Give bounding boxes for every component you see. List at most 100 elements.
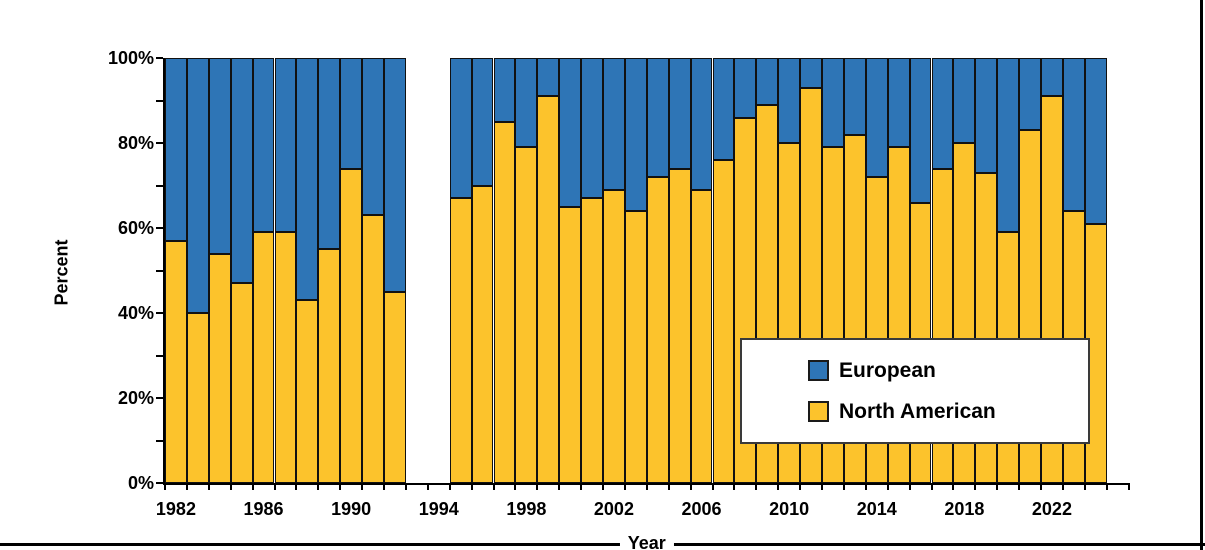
x-tick bbox=[864, 483, 867, 490]
bar-1987 bbox=[274, 58, 297, 483]
bar-2007 bbox=[712, 58, 735, 483]
y-tick bbox=[156, 439, 163, 442]
bar-segment-european bbox=[975, 58, 998, 173]
bar-2004 bbox=[646, 58, 669, 483]
bar-segment-north-american bbox=[165, 240, 187, 483]
bar-segment-european bbox=[756, 58, 779, 105]
bar-segment-european bbox=[712, 58, 735, 160]
y-tick-label: 40% bbox=[117, 303, 154, 323]
bar-segment-north-american bbox=[515, 147, 538, 483]
y-tick bbox=[156, 142, 163, 144]
x-tick bbox=[404, 483, 407, 490]
x-tick-label: 1982 bbox=[155, 499, 196, 519]
north-american-swatch-icon bbox=[808, 401, 829, 422]
bar-segment-european bbox=[800, 58, 822, 88]
x-tick bbox=[295, 483, 298, 490]
x-tick bbox=[974, 483, 977, 490]
x-tick bbox=[361, 483, 364, 490]
bar-segment-north-american bbox=[318, 249, 341, 483]
bar-segment-north-american bbox=[493, 121, 516, 483]
x-tick bbox=[623, 483, 626, 490]
bar-1998 bbox=[515, 58, 538, 483]
bar-segment-european bbox=[471, 58, 494, 186]
x-tick-label: 2006 bbox=[681, 499, 722, 519]
legend-label-european: European bbox=[839, 358, 936, 382]
bar-segment-european bbox=[1019, 58, 1041, 131]
y-tick bbox=[156, 99, 163, 102]
bar-segment-european bbox=[493, 58, 516, 122]
bar-segment-north-american bbox=[449, 198, 472, 483]
bar-1982 bbox=[165, 58, 187, 483]
bar-segment-european bbox=[953, 58, 976, 143]
bar-segment-european bbox=[1084, 58, 1107, 224]
x-tick bbox=[492, 483, 495, 490]
bar-1988 bbox=[296, 58, 319, 483]
x-tick bbox=[185, 483, 188, 490]
bar-segment-north-american bbox=[274, 232, 297, 483]
bar-segment-north-american bbox=[384, 291, 406, 483]
bar-segment-north-american bbox=[362, 215, 384, 483]
bar-segment-european bbox=[296, 58, 319, 301]
x-tick bbox=[842, 483, 845, 490]
figure-bottom-border bbox=[0, 543, 1205, 546]
x-tick bbox=[1018, 483, 1021, 490]
bar-segment-european bbox=[997, 58, 1020, 233]
x-tick bbox=[799, 483, 802, 490]
x-tick-label: 2022 bbox=[1031, 499, 1072, 519]
european-swatch-icon bbox=[808, 360, 829, 381]
x-tick bbox=[317, 483, 320, 490]
x-tick bbox=[536, 483, 539, 490]
bar-segment-north-american bbox=[581, 198, 603, 483]
x-tick bbox=[164, 483, 166, 490]
bar-2006 bbox=[690, 58, 713, 483]
x-tick bbox=[1061, 483, 1064, 490]
bar-1992 bbox=[384, 58, 406, 483]
bar-segment-european bbox=[909, 58, 932, 203]
y-tick bbox=[156, 269, 163, 272]
bar-segment-north-american bbox=[603, 189, 625, 483]
x-tick bbox=[1083, 483, 1086, 490]
x-tick bbox=[689, 483, 692, 490]
figure-right-border bbox=[1200, 0, 1203, 550]
y-tick bbox=[156, 312, 163, 314]
x-tick bbox=[470, 483, 473, 490]
bar-1983 bbox=[186, 58, 209, 483]
bar-segment-north-american bbox=[624, 211, 647, 483]
bar-segment-north-american bbox=[537, 96, 560, 483]
legend-label-north-american: North American bbox=[839, 399, 996, 423]
bar-segment-european bbox=[208, 58, 231, 254]
bar-2024 bbox=[1084, 58, 1107, 483]
bar-segment-european bbox=[186, 58, 209, 313]
bar-segment-european bbox=[537, 58, 560, 97]
bar-segment-european bbox=[384, 58, 406, 292]
x-tick bbox=[383, 483, 385, 490]
bar-segment-north-american bbox=[252, 232, 275, 483]
bar-1985 bbox=[230, 58, 253, 483]
bar-segment-european bbox=[865, 58, 888, 177]
x-tick-label: 2014 bbox=[856, 499, 897, 519]
x-tick bbox=[1127, 483, 1130, 490]
bar-segment-european bbox=[340, 58, 363, 169]
bar-segment-european bbox=[822, 58, 844, 148]
x-tick-label: 1994 bbox=[418, 499, 459, 519]
y-tick bbox=[156, 397, 163, 399]
bar-segment-north-american bbox=[186, 313, 209, 483]
y-tick-label: 0% bbox=[127, 473, 154, 493]
x-tick bbox=[558, 483, 561, 490]
bar-segment-european bbox=[559, 58, 582, 207]
bar-1995 bbox=[449, 58, 472, 483]
x-tick bbox=[908, 483, 911, 490]
bar-2005 bbox=[668, 58, 691, 483]
bar-1989 bbox=[318, 58, 341, 483]
bar-segment-european bbox=[230, 58, 253, 284]
legend-entry-north-american: North American bbox=[808, 399, 1088, 423]
legend-entry-european: European bbox=[808, 358, 1088, 382]
y-tick bbox=[156, 227, 163, 229]
x-tick bbox=[514, 483, 517, 490]
x-tick bbox=[711, 483, 714, 490]
bar-segment-european bbox=[668, 58, 691, 169]
legend: European North American bbox=[740, 338, 1090, 444]
y-axis-title: Percent bbox=[51, 238, 72, 306]
bar-segment-european bbox=[624, 58, 647, 211]
x-axis-title: Year bbox=[619, 533, 674, 550]
